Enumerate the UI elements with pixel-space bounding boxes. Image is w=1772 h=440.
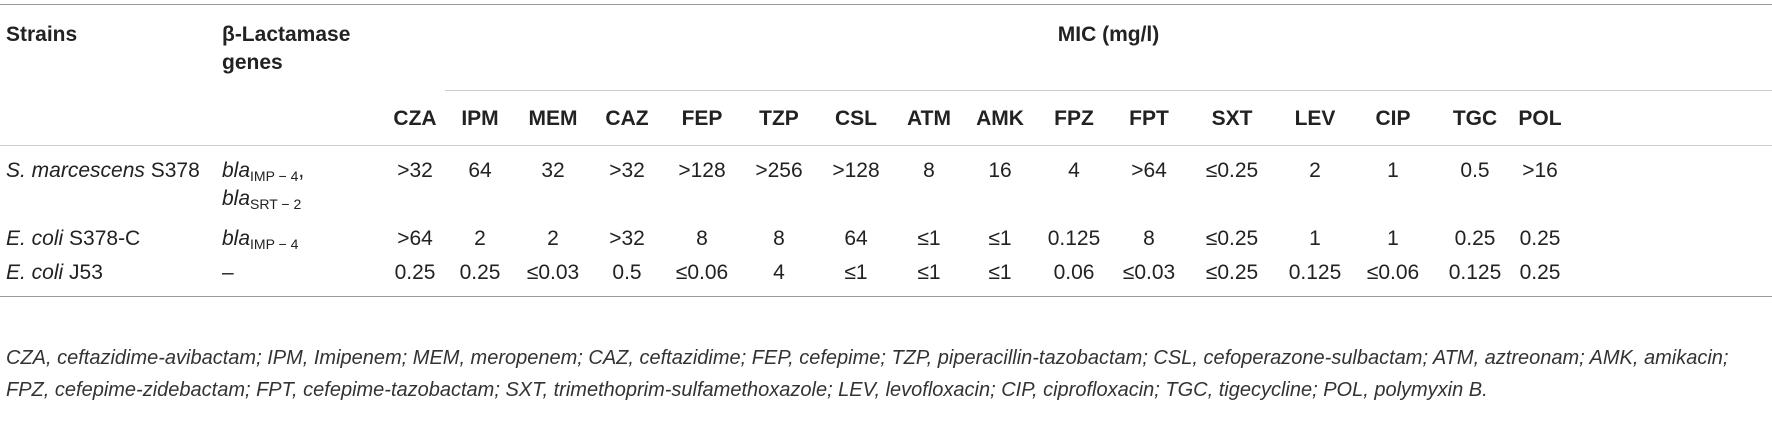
drug-header-sxt: SXT bbox=[1211, 107, 1253, 130]
drug-header-tgc: TGC bbox=[1452, 107, 1498, 130]
mic-subheader-rule bbox=[445, 90, 1772, 91]
drug-header-lev: LEV bbox=[1294, 107, 1336, 130]
strain-cell: E. coli J53 bbox=[6, 260, 103, 286]
drug-header-mem: MEM bbox=[528, 107, 578, 130]
mic-value-cip: 1 bbox=[1387, 227, 1399, 250]
mic-value-fpz: 4 bbox=[1068, 159, 1080, 182]
mic-value-tgc: 0.25 bbox=[1454, 227, 1496, 250]
mic-value-amk: ≤1 bbox=[988, 227, 1012, 250]
gene-cell: blaIMP − 4, bbox=[222, 159, 305, 184]
mic-value-atm: ≤1 bbox=[917, 261, 941, 284]
strain-id: S378-C bbox=[63, 227, 141, 250]
drug-header-cza: CZA bbox=[393, 107, 437, 130]
drug-header-atm: ATM bbox=[907, 107, 951, 130]
strain-cell: S. marcescens S378 bbox=[6, 158, 200, 184]
mic-value-caz: >32 bbox=[609, 227, 645, 250]
mic-value-csl: ≤1 bbox=[844, 261, 868, 284]
gene-cell: blaSRT − 2 bbox=[222, 187, 302, 212]
mic-value-ipm: 0.25 bbox=[459, 261, 501, 284]
mic-value-csl: >128 bbox=[832, 159, 880, 182]
mic-value-mem: ≤0.03 bbox=[526, 261, 580, 284]
mic-value-fep: >128 bbox=[678, 159, 726, 182]
strain-id: S378 bbox=[144, 159, 200, 182]
mic-value-cza: >64 bbox=[397, 227, 433, 250]
mic-value-tzp: 4 bbox=[773, 261, 785, 284]
drug-header-fep: FEP bbox=[681, 107, 723, 130]
mic-value-lev: 1 bbox=[1309, 227, 1321, 250]
mic-value-cza: >32 bbox=[397, 159, 433, 182]
header-strains: Strains bbox=[6, 23, 78, 46]
strain-species: E. coli bbox=[6, 261, 64, 284]
mic-value-cip: 1 bbox=[1387, 159, 1399, 182]
strain-species: E. coli bbox=[6, 227, 64, 250]
mic-value-amk: 16 bbox=[988, 159, 1012, 182]
mic-value-sxt: ≤0.25 bbox=[1205, 227, 1259, 250]
strain-species: S. marcescens bbox=[6, 159, 145, 182]
mic-value-fpt: 8 bbox=[1143, 227, 1155, 250]
mic-value-lev: 0.125 bbox=[1288, 261, 1342, 284]
table-top-rule bbox=[0, 4, 1772, 5]
mic-value-csl: 64 bbox=[844, 227, 868, 250]
mic-value-fpz: 0.06 bbox=[1053, 261, 1095, 284]
mic-value-amk: ≤1 bbox=[988, 261, 1012, 284]
mic-value-pol: >16 bbox=[1522, 159, 1558, 182]
mic-value-tgc: 0.5 bbox=[1460, 159, 1490, 182]
mic-value-ipm: 2 bbox=[474, 227, 486, 250]
mic-value-atm: 8 bbox=[923, 159, 935, 182]
drug-header-tzp: TZP bbox=[759, 107, 799, 130]
header-mic: MIC (mg/l) bbox=[1057, 23, 1160, 46]
mic-value-fpt: >64 bbox=[1131, 159, 1167, 182]
mic-value-cip: ≤0.06 bbox=[1366, 261, 1420, 284]
mic-value-ipm: 64 bbox=[468, 159, 492, 182]
mic-value-fep: ≤0.06 bbox=[675, 261, 729, 284]
mic-value-caz: 0.5 bbox=[612, 261, 642, 284]
table-bottom-rule bbox=[0, 296, 1772, 297]
drug-header-pol: POL bbox=[1518, 107, 1562, 130]
header-bottom-rule bbox=[0, 145, 1772, 146]
header-genes-line1: β-Lactamase bbox=[222, 23, 351, 46]
header-genes-line2: genes bbox=[222, 51, 283, 74]
mic-value-fpz: 0.125 bbox=[1047, 227, 1101, 250]
mic-value-lev: 2 bbox=[1309, 159, 1321, 182]
mic-value-atm: ≤1 bbox=[917, 227, 941, 250]
mic-value-tgc: 0.125 bbox=[1448, 261, 1502, 284]
mic-value-mem: 2 bbox=[547, 227, 559, 250]
mic-value-caz: >32 bbox=[609, 159, 645, 182]
mic-value-tzp: 8 bbox=[773, 227, 785, 250]
drug-header-ipm: IPM bbox=[461, 107, 499, 130]
drug-header-amk: AMK bbox=[976, 107, 1024, 130]
mic-value-sxt: ≤0.25 bbox=[1205, 159, 1259, 182]
gene-cell: blaIMP − 4 bbox=[222, 227, 299, 252]
drug-header-fpz: FPZ bbox=[1054, 107, 1094, 130]
mic-value-cza: 0.25 bbox=[394, 261, 436, 284]
mic-value-fep: 8 bbox=[696, 227, 708, 250]
mic-value-tzp: >256 bbox=[755, 159, 803, 182]
drug-header-caz: CAZ bbox=[605, 107, 649, 130]
mic-value-fpt: ≤0.03 bbox=[1122, 261, 1176, 284]
mic-value-pol: 0.25 bbox=[1519, 261, 1561, 284]
mic-value-mem: 32 bbox=[541, 159, 565, 182]
gene-cell: – bbox=[222, 261, 234, 284]
strain-id: J53 bbox=[63, 261, 103, 284]
drug-header-csl: CSL bbox=[835, 107, 877, 130]
mic-value-pol: 0.25 bbox=[1519, 227, 1561, 250]
mic-value-sxt: ≤0.25 bbox=[1205, 261, 1259, 284]
strain-cell: E. coli S378-C bbox=[6, 226, 140, 252]
drug-header-cip: CIP bbox=[1375, 107, 1411, 130]
drug-header-fpt: FPT bbox=[1129, 107, 1169, 130]
table-footnote: CZA, ceftazidime-avibactam; IPM, Imipene… bbox=[6, 347, 1729, 401]
